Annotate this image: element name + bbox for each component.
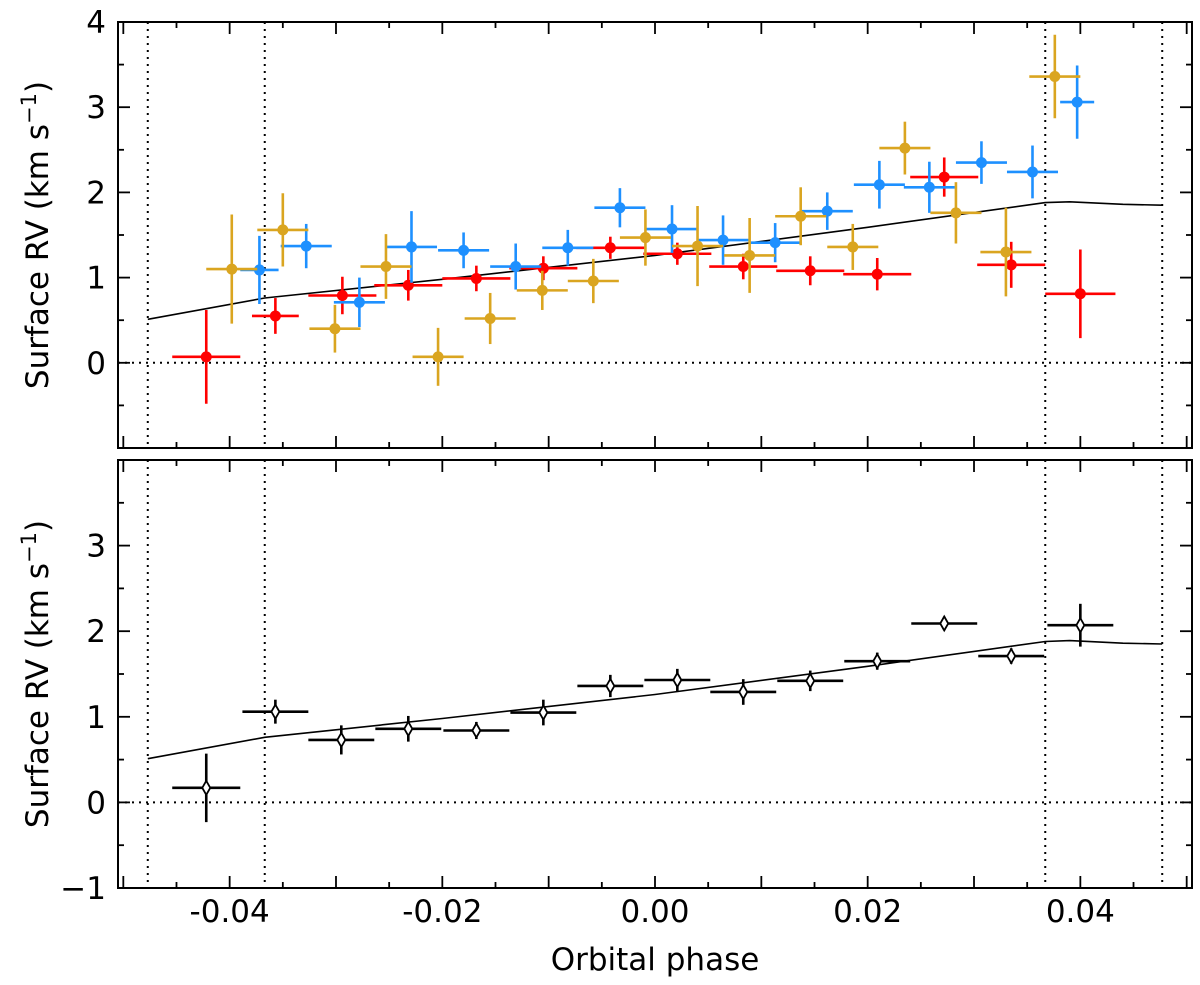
binned-point (538, 703, 549, 722)
y-axis-title-superscript: −1 (17, 532, 41, 563)
y-axis-title-close: ) (20, 81, 56, 93)
binned-point (1006, 647, 1017, 665)
red-point (200, 351, 212, 363)
blue-point (975, 157, 987, 169)
gold-point (484, 312, 496, 324)
y-tick-label: 1 (86, 261, 106, 297)
red-point (871, 268, 883, 280)
gold-point (432, 351, 444, 363)
blue-point (614, 202, 626, 214)
y-tick-label: 1 (86, 700, 106, 736)
y-tick-label: 4 (86, 5, 106, 41)
red-point (604, 242, 616, 254)
gold-point (587, 275, 599, 287)
gold-point (1000, 246, 1012, 258)
blue-point (666, 223, 678, 235)
red-point (1074, 288, 1086, 300)
x-axis-title: Orbital phase (551, 942, 760, 978)
gold-point (692, 240, 704, 252)
binned-point (1075, 616, 1086, 635)
bottom-panel: −1 0 1 2 3 -0.04 -0.02 0.00 0.02 0.04 Orbital phas… (17, 459, 1193, 978)
binned-point (805, 672, 816, 690)
gold-point (226, 263, 238, 275)
y-tick-label: 0 (86, 346, 106, 382)
binned-point (872, 652, 883, 670)
y-axis-title-main: Surface RV (km s (20, 124, 56, 389)
binned-point (738, 683, 749, 701)
binned-point (672, 671, 683, 689)
blue-point (300, 240, 312, 252)
blue-point (717, 234, 729, 246)
y-axis-title-close: ) (20, 520, 56, 532)
y-tick-label: 2 (86, 175, 106, 211)
y-tick-label: 2 (86, 614, 106, 650)
y-axis-title: Surface RV (km s−1) (17, 81, 56, 389)
blue-point (769, 237, 781, 249)
blue-point (353, 296, 365, 308)
gold-point (899, 142, 911, 154)
binned-point (201, 779, 212, 797)
gold-point (795, 210, 807, 222)
gold-point (639, 232, 651, 244)
blue-point (405, 241, 417, 253)
red-point (671, 248, 683, 260)
y-axis-title: Surface RV (km s−1) (17, 520, 56, 828)
x-tick-label: -0.02 (402, 894, 482, 930)
blue-point (458, 244, 470, 256)
red-point (737, 261, 749, 273)
blue-point (510, 261, 522, 273)
x-tick-label: 0.04 (1046, 894, 1115, 930)
blue-point (821, 205, 833, 217)
gold-point (1049, 71, 1061, 83)
binned-point (270, 702, 281, 721)
red-point (336, 289, 348, 301)
gold-point (536, 284, 548, 296)
gold-point (277, 224, 289, 236)
gold-point (329, 323, 341, 335)
y-tick-label: −1 (60, 871, 106, 907)
top-panel: 0 1 2 3 4 Surface RV (km s−1) (17, 5, 1193, 449)
binned-point (471, 721, 482, 740)
binned-point (939, 614, 950, 633)
x-tick-label: 0.00 (620, 894, 689, 930)
y-tick-label: 0 (86, 785, 106, 821)
red-point (804, 265, 816, 277)
model-curve (147, 200, 1163, 321)
plot-frame (117, 459, 1193, 889)
blue-point (1026, 166, 1038, 178)
gold-point (744, 249, 756, 261)
red-point (269, 310, 281, 322)
y-tick-label: 3 (86, 90, 106, 126)
binned-point (605, 677, 616, 695)
blue-point (923, 181, 935, 193)
gold-point (380, 261, 392, 273)
blue-point (1071, 96, 1083, 108)
y-axis-title-main: Surface RV (km s (20, 563, 56, 828)
binned-point (336, 731, 347, 749)
blue-point (562, 242, 574, 254)
plot-frame (117, 21, 1193, 449)
y-tick-label: 3 (86, 529, 106, 565)
red-point (470, 272, 482, 284)
binned-point (403, 719, 414, 738)
red-point (1005, 259, 1017, 271)
x-tick-label: -0.04 (190, 894, 270, 930)
model-curve (147, 639, 1163, 760)
red-point (938, 171, 950, 183)
x-tick-label: 0.02 (833, 894, 902, 930)
blue-point (873, 179, 885, 191)
blue-point (253, 264, 265, 276)
y-axis-title-superscript: −1 (17, 93, 41, 124)
gold-point (950, 207, 962, 219)
gold-point (847, 241, 859, 253)
